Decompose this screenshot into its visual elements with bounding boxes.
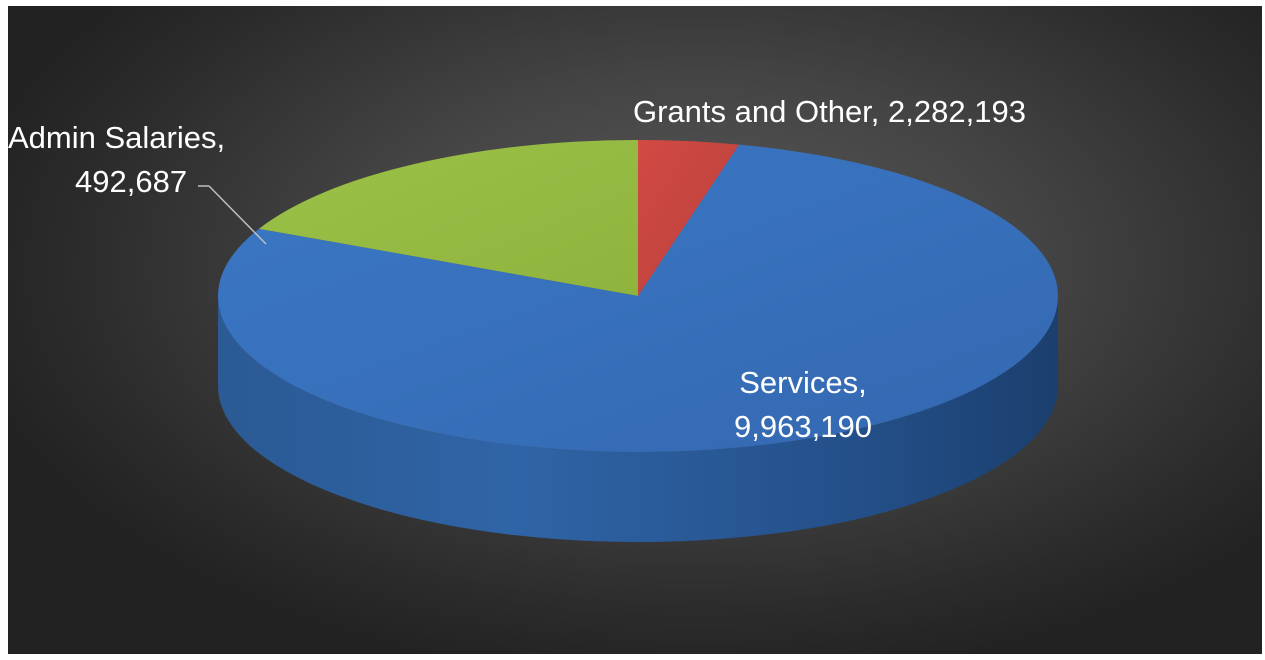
pie-slice-admin-salaries bbox=[638, 140, 740, 296]
pie-slice-services bbox=[218, 144, 1059, 453]
pie-top-layer bbox=[218, 140, 1059, 453]
value-services: 9,963,190 bbox=[734, 409, 872, 444]
label-services: Services, bbox=[739, 365, 866, 400]
pie-chart: Grants and Other, 2,282,193 Admin Salari… bbox=[8, 94, 1059, 542]
label-admin-salaries: Admin Salaries, bbox=[8, 120, 225, 155]
admin-leader-line-diagonal bbox=[208, 185, 267, 245]
pie-side-wall bbox=[218, 296, 1058, 542]
pie-slice-grants-and-other bbox=[258, 140, 638, 296]
value-admin-salaries: 492,687 bbox=[75, 164, 187, 199]
label-grants-and-other: Grants and Other, 2,282,193 bbox=[633, 94, 1026, 129]
chart-frame: Grants and Other, 2,282,193 Admin Salari… bbox=[8, 6, 1262, 654]
pie-side-layer bbox=[218, 296, 1058, 542]
